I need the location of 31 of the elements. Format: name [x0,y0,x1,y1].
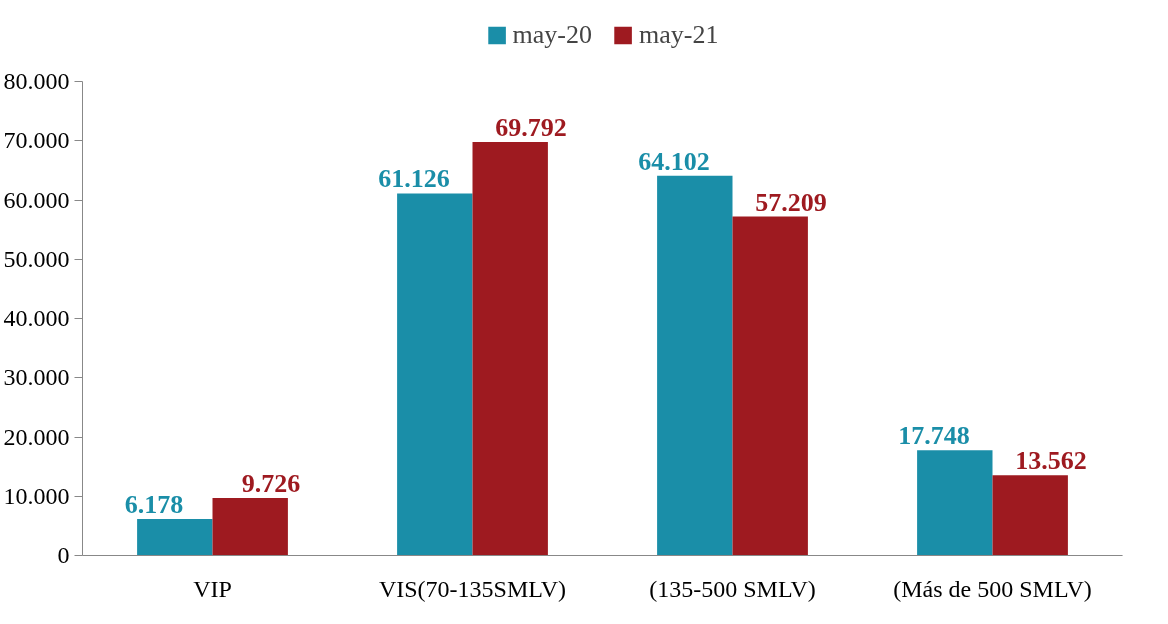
y-tick-label: 10.000 [3,482,70,509]
data-label: 61.126 [378,164,450,194]
bar [732,216,808,556]
bar [397,193,473,556]
y-tick-label: 20.000 [3,423,70,450]
y-tick-label: 70.000 [3,127,70,154]
data-label: 57.209 [755,187,827,217]
bar [917,450,993,556]
x-tick-label: (135-500 SMLV) [649,575,816,602]
y-tick-label: 40.000 [3,305,70,332]
data-label: 6.178 [124,489,184,519]
y-tick-label: 60.000 [3,186,70,213]
bar [657,175,733,556]
x-tick-label: (Más de 500 SMLV) [893,575,1092,602]
bar [472,142,548,556]
data-label: 17.748 [898,421,970,451]
data-label: 64.102 [638,146,710,176]
y-tick-label: 50.000 [3,245,70,272]
x-tick-label: VIS(70-135SMLV) [378,575,567,602]
data-label: 69.792 [495,113,567,143]
bar [137,518,213,556]
bar [212,497,288,556]
legend-label: may-21 [639,20,719,50]
x-tick-label: VIP [193,575,232,602]
y-tick-label: 30.000 [3,364,70,391]
y-tick-label: 0 [57,542,70,568]
y-tick-label: 80.000 [3,68,70,95]
data-label: 9.726 [241,468,301,498]
data-label: 13.562 [1015,446,1087,476]
legend-label: may-20 [512,20,592,50]
bar [992,475,1068,556]
